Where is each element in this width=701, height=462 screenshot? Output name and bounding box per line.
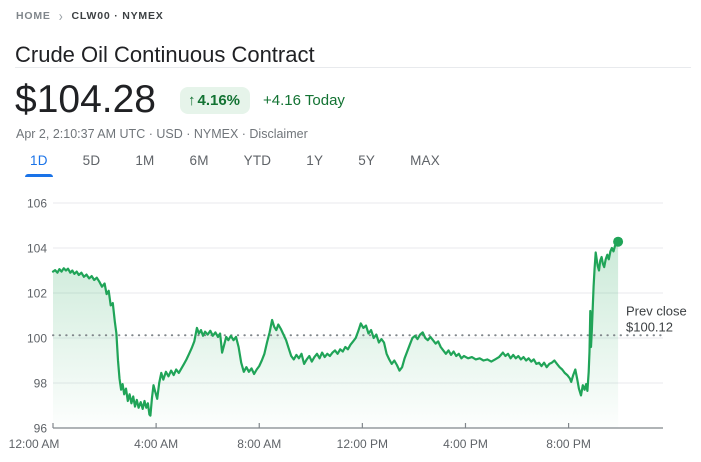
y-tick-label: 98 bbox=[34, 377, 48, 391]
change-percent-badge: ↑ 4.16% bbox=[179, 86, 251, 114]
change-today: +4.16 Today bbox=[263, 91, 345, 109]
y-tick-label: 106 bbox=[27, 197, 47, 211]
breadcrumb: HOME › CLW00 · NYMEX bbox=[16, 7, 164, 25]
breadcrumb-home-link[interactable]: HOME bbox=[16, 10, 51, 22]
quote-header: $104.28 ↑ 4.16% +4.16 Today bbox=[15, 80, 345, 120]
y-tick-label: 102 bbox=[27, 287, 47, 301]
tab-max[interactable]: MAX bbox=[410, 153, 440, 168]
tab-1d[interactable]: 1D bbox=[25, 151, 53, 177]
x-tick-label: 4:00 PM bbox=[443, 437, 488, 451]
chevron-right-icon: › bbox=[58, 7, 64, 25]
last-price-dot bbox=[613, 236, 624, 247]
tab-1m[interactable]: 1M bbox=[135, 153, 155, 168]
area-fill bbox=[53, 241, 619, 428]
x-axis-labels: 12:00 AM 4:00 AM 8:00 AM 12:00 PM 4:00 PM 8:0… bbox=[9, 437, 591, 451]
x-tick-label: 12:00 PM bbox=[337, 437, 388, 451]
price-line bbox=[51, 240, 620, 417]
y-tick-label: 100 bbox=[27, 332, 47, 346]
tab-6m[interactable]: 6M bbox=[189, 153, 209, 168]
change-percent: 4.16% bbox=[197, 91, 241, 109]
x-tick-label: 8:00 AM bbox=[237, 437, 281, 451]
price-chart[interactable]: 12:00 AM 4:00 AM 8:00 AM 12:00 PM 4:00 PM 8:0… bbox=[0, 185, 701, 462]
divider bbox=[15, 67, 691, 68]
y-tick-label: 96 bbox=[34, 422, 48, 436]
prev-close-label: Prev close bbox=[626, 303, 687, 318]
prev-close-value: $100.12 bbox=[626, 319, 673, 334]
x-axis-ticks bbox=[52, 423, 570, 428]
current-price: $104.28 bbox=[15, 78, 156, 121]
y-tick-label: 104 bbox=[27, 242, 47, 256]
arrow-up-icon: ↑ bbox=[187, 91, 196, 109]
page-title: Crude Oil Continuous Contract bbox=[15, 41, 315, 67]
x-tick-label: 4:00 AM bbox=[134, 437, 178, 451]
x-tick-label: 12:00 AM bbox=[9, 437, 60, 451]
tab-5d[interactable]: 5D bbox=[82, 153, 101, 168]
tab-1y[interactable]: 1Y bbox=[306, 153, 324, 168]
range-tabs: 1D 5D 1M 6M YTD 1Y 5Y MAX bbox=[25, 151, 473, 177]
x-tick-label: 8:00 PM bbox=[546, 437, 591, 451]
y-axis-labels: 106 104 102 100 98 96 bbox=[27, 197, 47, 436]
tab-5y[interactable]: 5Y bbox=[358, 153, 376, 168]
breadcrumb-symbol: CLW00 · NYMEX bbox=[71, 10, 164, 22]
tab-ytd[interactable]: YTD bbox=[243, 153, 272, 168]
quote-meta: Apr 2, 2:10:37 AM UTC · USD · NYMEX · Di… bbox=[16, 127, 308, 141]
